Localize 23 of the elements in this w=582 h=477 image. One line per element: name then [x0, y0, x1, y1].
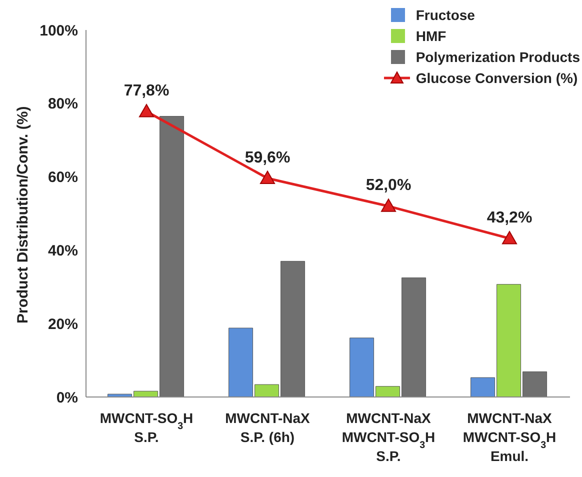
point	[381, 198, 396, 212]
point	[260, 170, 275, 184]
y-tick-label: 60%	[48, 169, 78, 186]
data-label: 43,2%	[486, 209, 532, 226]
y-tick-label: 80%	[48, 96, 78, 113]
point	[139, 104, 154, 118]
y-tick-label: 0%	[56, 389, 78, 406]
category-label: MWCNT-SO$_{3}$H S.P.	[100, 410, 194, 445]
data-label: 52,0%	[366, 177, 412, 194]
data-label: 77,8%	[124, 82, 170, 100]
y-axis-title: Product Distribution/Conv. (%)	[14, 106, 32, 324]
y-tick-label: 100%	[40, 22, 78, 40]
legend-label: Glucose Conversion (%)	[416, 70, 578, 86]
data-label: 59,6%	[244, 149, 290, 166]
x-tick-label: MWCNT-NaX S.P. (6h)	[225, 410, 311, 445]
category-label: MWCNT-NaX MWCNT-SO$_{3}$H Emul.	[462, 410, 556, 464]
y-tick-label: 20%	[48, 316, 78, 333]
legend-label: HMF	[416, 28, 446, 44]
y-tick-label: 40%	[48, 242, 78, 260]
category-label: MWCNT-NaX MWCNT-SO$_{3}$H S.P.	[342, 410, 436, 464]
legend-label: Fructose	[416, 6, 475, 22]
point	[502, 230, 517, 244]
legend-label: Polymerization Products	[416, 48, 580, 64]
